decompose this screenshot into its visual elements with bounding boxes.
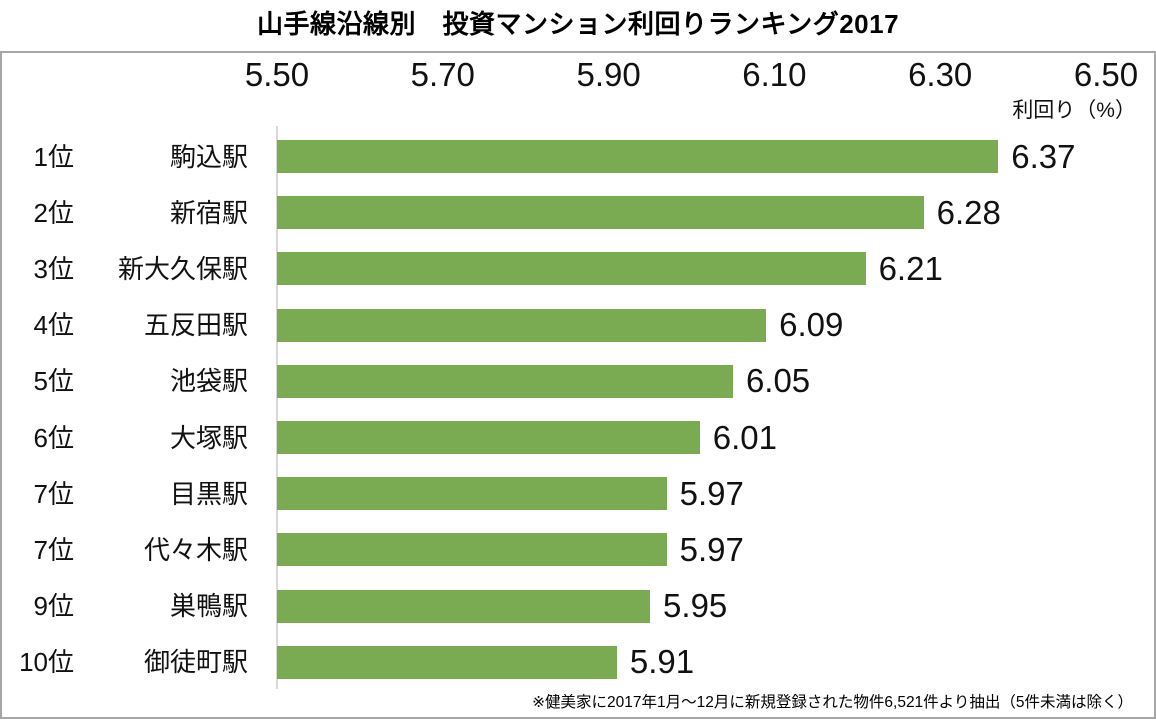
yield-bar [277, 645, 617, 679]
station-label: 御徒町駅 [143, 647, 248, 678]
yield-bar [277, 533, 667, 567]
yield-bar [277, 589, 651, 623]
x-axis-unit-label: 利回り（%） [1012, 99, 1136, 122]
chart-footnote: ※健美家に2017年1月～12月に新規登録された物件6,521件より抽出（5件未… [532, 694, 1133, 711]
value-label: 6.21 [878, 249, 943, 287]
value-label: 6.28 [936, 193, 1001, 231]
rank-label: 6位 [33, 422, 74, 453]
value-axis-line [276, 126, 278, 689]
value-label: 5.97 [679, 530, 744, 568]
rank-label: 4位 [33, 310, 74, 341]
rank-label: 5位 [33, 366, 74, 397]
rank-label: 9位 [33, 591, 74, 622]
x-axis-tick-label: 5.70 [410, 56, 475, 93]
value-label: 5.95 [663, 587, 728, 625]
value-label: 6.01 [712, 418, 778, 456]
value-label: 6.05 [745, 362, 811, 400]
yield-bar [277, 477, 667, 511]
x-axis-tick-label: 6.10 [742, 56, 807, 93]
station-label: 五反田駅 [143, 310, 248, 341]
x-axis-tick-label: 5.90 [576, 56, 641, 93]
x-axis-tick-label: 6.50 [1073, 56, 1139, 93]
yield-bar [277, 308, 767, 342]
yield-bar [277, 364, 733, 398]
chart-title: 山手線沿線別 投資マンション利回りランキング2017 [256, 9, 900, 39]
rank-label: 3位 [33, 253, 74, 284]
value-label: 6.37 [1011, 137, 1076, 175]
station-label: 代々木駅 [143, 534, 248, 565]
rank-label: 2位 [33, 197, 74, 228]
station-label: 駒込駅 [169, 141, 248, 172]
value-label: 5.97 [679, 474, 744, 512]
value-label: 5.91 [629, 643, 695, 681]
rank-label: 1位 [33, 141, 74, 172]
yield-bar [277, 421, 700, 454]
x-axis-tick-label: 5.50 [244, 56, 310, 93]
rank-label: 7位 [33, 478, 74, 509]
rank-label: 7位 [33, 534, 74, 565]
x-axis-tick-label: 6.30 [908, 56, 973, 93]
station-label: 巣鴨駅 [169, 591, 248, 622]
station-label: 新宿駅 [169, 197, 248, 228]
station-label: 大塚駅 [169, 422, 248, 453]
station-label: 目黒駅 [169, 478, 248, 509]
rank-label: 10位 [19, 647, 74, 678]
value-label: 6.09 [779, 306, 844, 344]
station-label: 新大久保駅 [117, 253, 248, 284]
yield-bar [277, 140, 999, 173]
yield-bar [277, 252, 866, 286]
station-label: 池袋駅 [169, 366, 248, 397]
yield-bar [277, 196, 924, 230]
